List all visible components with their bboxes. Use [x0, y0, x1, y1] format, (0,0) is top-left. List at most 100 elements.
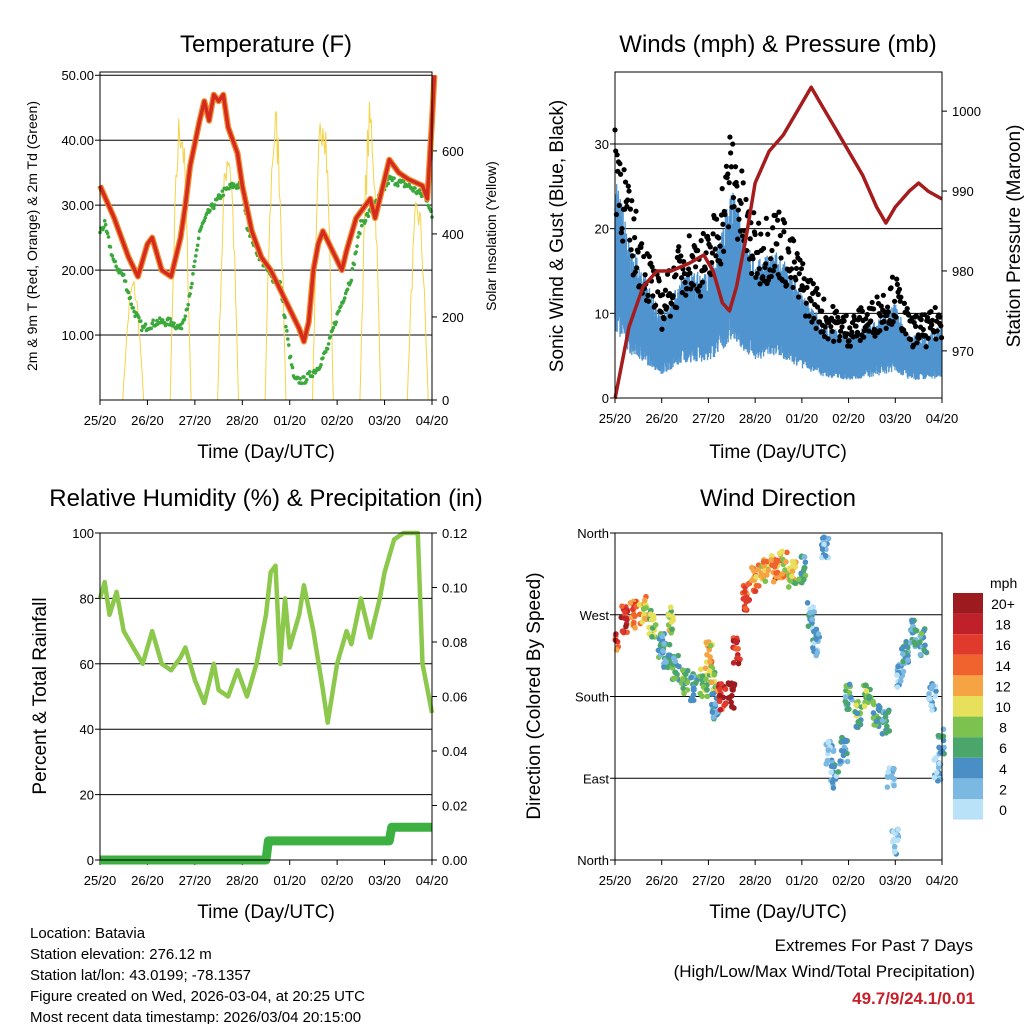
wind-direction-point — [643, 605, 649, 611]
wind-direction-point — [891, 843, 898, 850]
gust-point — [859, 308, 865, 314]
wind-direction-point — [804, 600, 811, 606]
gust-point — [725, 171, 731, 177]
dewpoint-point — [129, 302, 134, 307]
wdir-xlabel: Time (Day/UTC) — [709, 902, 847, 923]
wind-direction-point — [889, 838, 896, 845]
dewpoint-point — [212, 206, 216, 211]
y-tick-label: West — [580, 608, 610, 623]
relative-humidity-line — [97, 530, 435, 725]
gust-point — [835, 314, 841, 320]
gust-point — [901, 327, 907, 333]
gust-point — [618, 230, 624, 236]
wind-direction-point — [782, 567, 788, 573]
wind-direction-point — [668, 619, 675, 625]
wind-direction-point — [709, 679, 715, 686]
wind-direction-point — [681, 690, 687, 697]
x-tick-label: 04/20 — [416, 873, 449, 888]
wind-direction-point — [783, 559, 789, 565]
wind-direction-point — [935, 732, 942, 739]
wind-direction-point — [895, 826, 901, 833]
dewpoint-point — [189, 285, 193, 290]
wind-direction-point — [753, 574, 759, 580]
gust-point — [774, 217, 781, 223]
gust-point — [661, 316, 667, 322]
dewpoint-point — [123, 279, 128, 283]
info-recent: Most recent data timestamp: 2026/03/04 2… — [30, 1009, 361, 1024]
dewpoint-point — [185, 307, 190, 311]
gust-point — [798, 266, 804, 272]
wind-direction-point — [895, 837, 901, 843]
wind-direction-point — [841, 748, 847, 755]
wind-direction-point — [623, 623, 629, 630]
gust-point — [622, 179, 629, 185]
gust-point — [756, 266, 762, 272]
wind-direction-point — [844, 758, 851, 765]
gust-point — [814, 304, 821, 310]
wind-direction-point — [698, 666, 704, 673]
gust-point — [669, 301, 675, 307]
gust-point — [846, 338, 852, 344]
gust-point — [795, 294, 802, 300]
dewpoint-point — [113, 259, 117, 264]
wind-direction-point — [823, 761, 830, 767]
gust-point — [791, 259, 797, 265]
wind-direction-point — [679, 667, 686, 674]
gust-point — [735, 207, 741, 213]
gust-point — [894, 281, 900, 287]
wind-direction-point — [870, 698, 876, 705]
wind-direction-point — [707, 642, 714, 649]
wind-direction-point — [842, 698, 849, 705]
dewpoint-point — [355, 244, 359, 248]
y-tick-label: 80 — [80, 591, 94, 606]
wind-direction-point — [621, 615, 628, 621]
gust-point — [831, 338, 837, 344]
gust-point — [707, 244, 713, 250]
gust-point — [791, 238, 797, 244]
dewpoint-point — [143, 322, 148, 326]
wind-direction-point — [866, 693, 872, 700]
gust-point — [929, 322, 935, 328]
x-tick-label: 02/20 — [321, 413, 354, 428]
wind-direction-point — [802, 559, 809, 566]
gust-point — [712, 246, 718, 252]
wind-direction-point — [622, 609, 628, 615]
y-tick-label: 0 — [87, 853, 94, 868]
rh-ylabel: Percent & Total Rainfall — [30, 597, 51, 794]
wind-direction-point — [902, 643, 909, 650]
wind-direction-point — [680, 676, 686, 682]
wind-direction-point — [716, 692, 723, 699]
dewpoint-point — [339, 304, 343, 308]
gust-point — [811, 315, 817, 321]
gust-point — [756, 220, 762, 226]
y-tick-label: 30 — [595, 137, 609, 152]
gust-point — [717, 243, 723, 249]
gust-point — [675, 248, 681, 254]
gust-point — [784, 282, 790, 288]
gust-point — [754, 271, 760, 277]
wind-direction-point — [895, 663, 901, 670]
gust-point — [730, 195, 737, 201]
wind-direction-point — [890, 766, 897, 772]
legend-label: 0 — [999, 802, 1007, 818]
gust-point — [646, 298, 652, 304]
dewpoint-point — [210, 202, 214, 206]
gust-point — [645, 292, 651, 298]
x-tick-label: 26/20 — [131, 873, 164, 888]
wind-direction-point — [811, 628, 817, 635]
wind-direction-point — [835, 769, 842, 775]
dewpoint-point — [160, 318, 165, 322]
dewpoint-point — [186, 302, 191, 307]
gust-point — [788, 274, 794, 281]
wdir-ylabel: Direction (Colored By Speed) — [524, 572, 545, 819]
wind-direction-point — [706, 668, 713, 674]
wind-direction-point — [853, 724, 860, 730]
gust-point — [678, 253, 684, 259]
dewpoint-point — [236, 185, 241, 190]
wind-direction-point — [933, 688, 939, 694]
x-tick-label: 04/20 — [926, 873, 959, 888]
gust-point — [836, 337, 842, 344]
temp-ylabel-right: Solar Insolation (Yellow) — [483, 161, 499, 311]
gust-point — [833, 308, 840, 314]
gust-point — [772, 263, 778, 269]
